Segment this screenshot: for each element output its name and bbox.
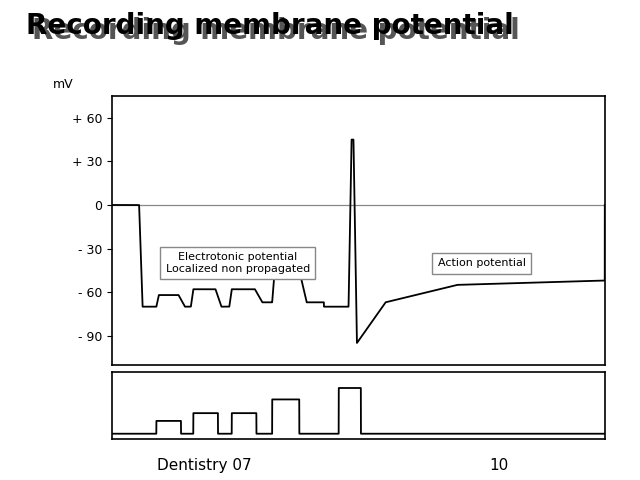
Text: Action potential: Action potential bbox=[438, 258, 525, 268]
Text: Recording membrane potential: Recording membrane potential bbox=[26, 12, 513, 40]
Text: mV: mV bbox=[53, 78, 74, 91]
Text: Dentistry 07: Dentistry 07 bbox=[157, 458, 252, 473]
Text: Electrotonic potential
Localized non propagated: Electrotonic potential Localized non pro… bbox=[166, 252, 310, 274]
Text: 10: 10 bbox=[490, 458, 509, 473]
Text: Recording membrane potential: Recording membrane potential bbox=[32, 17, 520, 45]
